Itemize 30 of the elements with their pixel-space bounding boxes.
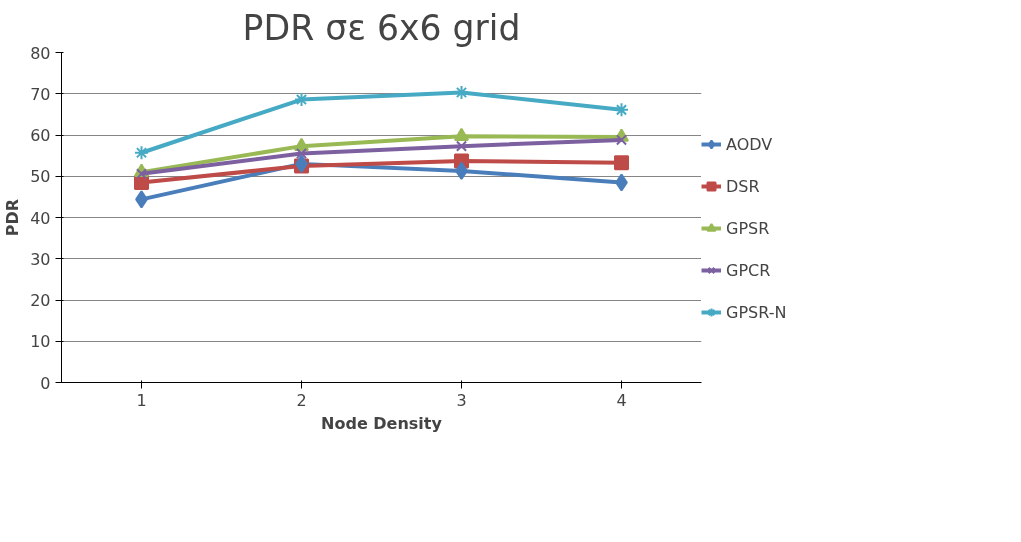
- y-tick-label: 40: [30, 208, 51, 228]
- y-tick-label: 70: [30, 84, 51, 104]
- legend-label: AODV: [726, 134, 774, 154]
- point: [615, 134, 628, 146]
- y-tick-label: 0: [40, 373, 51, 393]
- x-tick-label: 1: [136, 390, 147, 410]
- point: [455, 140, 468, 152]
- x-tick-label: 4: [616, 390, 627, 410]
- x-axis-title: Node Density: [321, 413, 443, 433]
- point: [295, 147, 308, 160]
- legend-label: GPSR-N: [726, 302, 787, 322]
- y-tick-label: 80: [30, 43, 51, 63]
- point: [294, 92, 309, 108]
- point: [135, 168, 148, 180]
- point: [614, 155, 629, 171]
- x-tick-label: 2: [296, 390, 307, 410]
- y-tick-label: 30: [30, 249, 51, 269]
- legend-label: GPSR: [726, 218, 771, 238]
- y-tick-label: 60: [30, 126, 51, 145]
- chart-title: PDR σε 6x6 grid: [242, 7, 521, 48]
- point: [614, 102, 629, 118]
- y-axis-title: PDR: [3, 198, 23, 237]
- y-tick-label: 20: [30, 291, 51, 310]
- legend-label: DSR: [726, 176, 761, 196]
- y-tick-label: 10: [30, 332, 51, 352]
- legend-label: GPCR: [726, 260, 772, 280]
- y-tick-label: 50: [30, 167, 51, 187]
- point: [134, 145, 149, 161]
- point: [454, 85, 469, 101]
- x-tick-label: 3: [456, 390, 467, 410]
